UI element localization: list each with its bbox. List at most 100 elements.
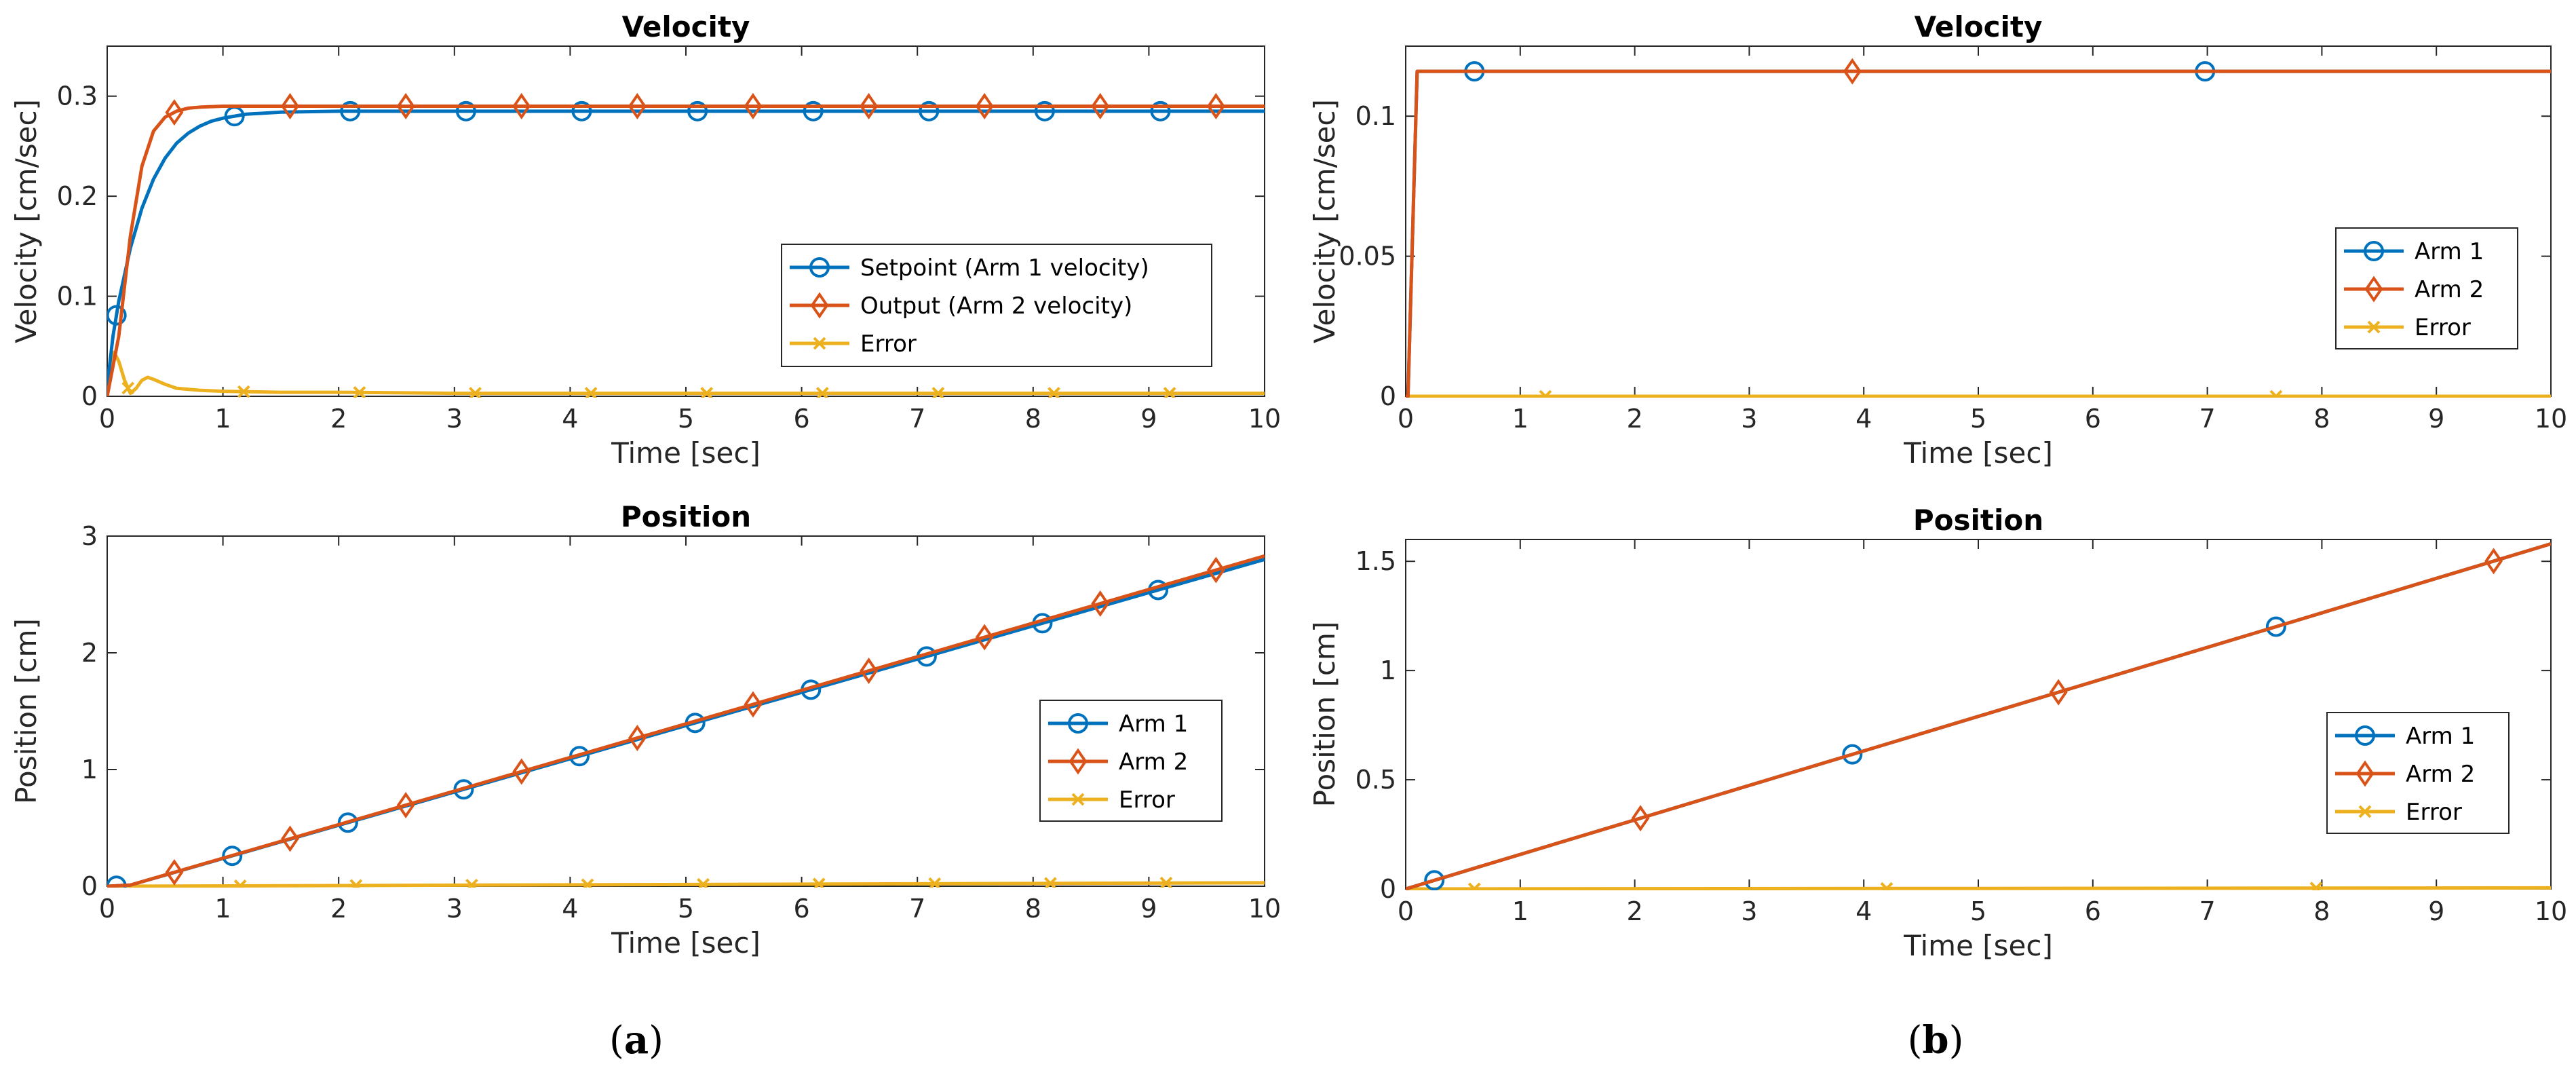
chart-1-series-output-arm-2-velocity-marker [975, 92, 994, 119]
chart-4-legend-entry-3: Error [2335, 799, 2462, 826]
chart-1: 0 1 2 3 4 5 6 7 8 9 10 0 0.1 0.2 0.3 Velocity Time [sec]… [9, 10, 1281, 470]
chart-3-x-tick-label: 10 [2535, 404, 2567, 434]
chart-3-x-tick-label: 4 [1856, 404, 1872, 434]
panel-label-b-open: ( [1908, 1019, 1923, 1063]
chart-3-legend-entry-3: Error [2344, 314, 2471, 341]
chart-4-x-tick-label: 7 [2199, 896, 2216, 926]
chart-2-x-tick-label: 2 [330, 894, 347, 924]
chart-4-x-tick-label: 3 [1741, 896, 1757, 926]
chart-2-x-tick-label: 7 [909, 894, 925, 924]
chart-1-series-error-marker [815, 387, 829, 398]
chart-3: 0 1 2 3 4 5 6 7 8 9 10 0 0.05 0.1 Velocity Time [sec] Ve… [1308, 10, 2567, 470]
chart-4-x-tick-label: 5 [1970, 896, 1986, 926]
chart-1-series-setpoint-arm-1-velocity-marker [919, 100, 940, 121]
chart-1-series-error [107, 350, 1265, 398]
chart-4-series-arm-1-marker [1424, 870, 1445, 890]
chart-1-series-error-marker [121, 381, 135, 395]
chart-3-x-tick-label: 5 [1970, 404, 1986, 434]
chart-1-series-output-arm-2-velocity-marker [1091, 92, 1110, 119]
chart-1-series-output-arm-2-velocity-marker [628, 92, 647, 119]
chart-1-y-tick-label: 0.1 [57, 282, 98, 311]
chart-4-x-tick-label: 8 [2313, 896, 2330, 926]
chart-1-x-tick-label: 6 [794, 404, 810, 434]
chart-3-x-tick-label: 0 [1398, 404, 1414, 434]
chart-3-x-tick-label: 9 [2428, 404, 2444, 434]
chart-4-data-layer [1406, 542, 2551, 890]
chart-2-x-tick-label: 8 [1025, 894, 1041, 924]
chart-4-x-tick-label: 9 [2428, 896, 2444, 926]
chart-2-y-tick-label: 3 [81, 521, 98, 551]
chart-3-series-error-marker [1539, 390, 1552, 398]
chart-2-series-error-marker [812, 877, 826, 888]
chart-2-y-tick-label: 2 [81, 638, 98, 668]
chart-3-series-error-marker [2269, 390, 2283, 398]
chart-2-series-arm-2-marker [281, 825, 299, 852]
chart-1-legend-entry-1: Setpoint (Arm 1 velocity) [790, 254, 1149, 282]
chart-2-series-error-marker [1043, 877, 1057, 888]
chart-1-x-tick-label: 3 [446, 404, 463, 434]
chart-2-series-error-marker [928, 877, 942, 888]
chart-1-legend-entry-3: Error [790, 330, 917, 358]
chart-1-series-output-arm-2-velocity-line [107, 104, 1265, 397]
chart-2-series-arm-2-marker [1091, 590, 1110, 618]
chart-4-title: Position [1913, 504, 2043, 537]
chart-1-series-setpoint-arm-1-velocity [107, 100, 1265, 387]
chart-2-series-arm-2-marker [165, 858, 184, 886]
chart-2-x-tick-label: 9 [1140, 894, 1157, 924]
chart-1-data-layer [107, 92, 1265, 398]
chart-1-x-axis-label: Time [sec] [611, 436, 761, 470]
chart-2-series-error [107, 876, 1265, 888]
chart-4-x-tick-label: 0 [1398, 896, 1414, 926]
chart-2-legend-entry-3-marker [1071, 793, 1085, 806]
chart-1-y-tick-label: 0 [81, 381, 98, 411]
chart-3-x-tick-label: 8 [2313, 404, 2330, 434]
chart-4-y-tick-label: 0 [1380, 874, 1396, 904]
chart-2-legend-entry-1-marker [1068, 713, 1088, 734]
panel-label-a-letter: a [624, 1018, 649, 1063]
chart-1-x-tick-label: 9 [1140, 404, 1157, 434]
panel-label-b: (b) [1908, 1018, 1964, 1063]
chart-2-series-arm-2-marker [396, 791, 415, 819]
chart-2-series-error-marker [1159, 876, 1173, 888]
chart-1-x-tick-label: 2 [330, 404, 347, 434]
chart-1-series-setpoint-arm-1-velocity-marker [1150, 100, 1171, 121]
svg-text:(b): (b) [1908, 1018, 1964, 1063]
panel-label-b-letter: b [1922, 1018, 1948, 1063]
chart-3-y-axis-label: Velocity [cm/sec] [1308, 99, 1341, 343]
chart-2-series-arm-2-marker [860, 657, 878, 685]
chart-4-series-arm-2-line [1406, 542, 2551, 890]
chart-4-x-tick-label: 4 [1856, 896, 1872, 926]
chart-2-y-axis-label: Position [cm] [9, 618, 43, 804]
chart-3-data-layer [1406, 58, 2551, 398]
chart-3-title: Velocity [1915, 10, 2043, 43]
chart-1-x-tick-label: 8 [1025, 404, 1041, 434]
chart-4-legend-entry-2-label: Arm 2 [2406, 761, 2475, 788]
chart-4-legend-entry-3-marker [2358, 805, 2372, 818]
chart-3-y-tick-label: 0.05 [1339, 242, 1396, 271]
chart-3-series-error [1406, 390, 2551, 398]
chart-1-y-tick-label: 0.2 [57, 181, 98, 211]
chart-3-x-tick-label: 7 [2199, 404, 2216, 434]
chart-1-series-setpoint-arm-1-velocity-marker [340, 100, 361, 121]
chart-2-legend-entry-3: Error [1048, 786, 1175, 814]
chart-2-series-arm-2 [107, 554, 1265, 888]
chart-4-series-error-marker [2309, 881, 2323, 890]
chart-1-series-setpoint-arm-1-velocity-marker [1034, 100, 1055, 121]
chart-3-y-tick-label: 0.1 [1356, 101, 1396, 131]
chart-3-x-tick-label: 6 [2085, 404, 2101, 434]
chart-1-series-output-arm-2-velocity-marker [744, 92, 763, 119]
chart-3-legend: Arm 1 Arm 2 Error [2335, 227, 2518, 349]
chart-2-series-error-marker [349, 879, 363, 888]
chart-4-series-error-line [1406, 886, 2551, 890]
chart-2: 0 1 2 3 4 5 6 7 8 9 10 0 1 2 3 Position Time [sec] Positi… [9, 500, 1281, 960]
chart-3-x-tick-label: 1 [1512, 404, 1529, 434]
chart-2-series-arm-1-marker [337, 812, 358, 833]
chart-2-x-tick-label: 5 [678, 894, 694, 924]
chart-2-legend-entry-3-label: Error [1119, 786, 1175, 814]
chart-2-series-error-marker [233, 879, 247, 888]
chart-4-series-arm-2-marker [2484, 548, 2503, 575]
chart-1-legend-box [781, 244, 1212, 367]
chart-2-series-arm-2-marker [628, 724, 647, 752]
chart-1-series-setpoint-arm-1-velocity-marker [687, 100, 708, 121]
